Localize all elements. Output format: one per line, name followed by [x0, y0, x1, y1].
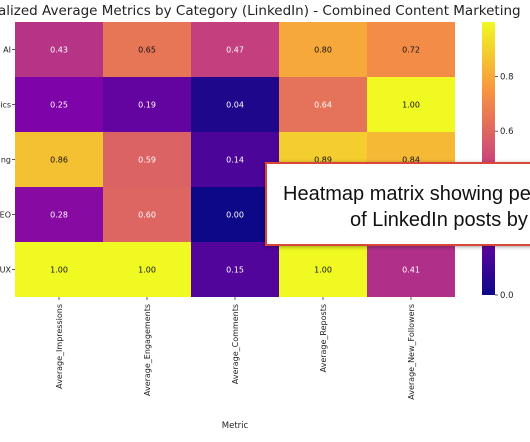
heatmap-cell: [191, 242, 279, 297]
cell-value-label: 0.14: [226, 156, 244, 165]
heatmap-cell: [367, 242, 455, 297]
cell-value-label: 1.00: [138, 266, 156, 275]
x-tick-label: Average_Comments: [231, 304, 240, 384]
colorbar-gradient: [482, 22, 495, 295]
heatmap-cell: [103, 187, 191, 242]
heatmap-cell: [279, 77, 367, 132]
heatmap-cell: [103, 77, 191, 132]
cell-value-label: 0.28: [50, 211, 68, 220]
cell-value-label: 0.00: [226, 211, 244, 220]
x-tick-label: Average_Engagements: [143, 304, 152, 396]
heatmap-cell: [15, 242, 103, 297]
cell-value-label: 1.00: [314, 266, 332, 275]
cell-value-label: 0.86: [50, 156, 68, 165]
cell-value-label: 0.60: [138, 211, 156, 220]
cell-value-label: 0.65: [138, 46, 156, 55]
caption-overlay: Heatmap matrix showing pe of LinkedIn po…: [265, 162, 530, 246]
x-tick-label: Average_Impressions: [55, 304, 64, 389]
y-tick-label: UX: [0, 266, 12, 275]
colorbar-tick-label: 0.0: [500, 291, 514, 301]
colorbar-tick-label: 0.6: [500, 127, 514, 137]
cell-value-label: 1.00: [402, 101, 420, 110]
heatmap-cell: [279, 22, 367, 77]
cell-value-label: 0.19: [138, 101, 156, 110]
chart-title: alized Average Metrics by Category (Link…: [0, 3, 521, 19]
heatmap-cell: [103, 22, 191, 77]
y-tick-label: ics: [0, 101, 11, 110]
cell-value-label: 0.72: [402, 46, 420, 55]
heatmap-cell: [367, 22, 455, 77]
heatmap-cell: [191, 77, 279, 132]
cell-value-label: 0.47: [226, 46, 244, 55]
cell-value-label: 0.15: [226, 266, 244, 275]
heatmap-cell: [191, 132, 279, 187]
cell-value-label: 1.00: [50, 266, 68, 275]
cell-value-label: 0.25: [50, 101, 68, 110]
caption-line-1: Heatmap matrix showing pe: [283, 183, 530, 205]
heatmap-cell: [103, 132, 191, 187]
heatmap-cell: [15, 132, 103, 187]
cell-value-label: 0.89: [314, 156, 332, 165]
heatmap-cell: [15, 77, 103, 132]
x-tick-label: Average_New_Followers: [407, 304, 416, 400]
heatmap-cell: [191, 187, 279, 242]
heatmap-cell: [191, 22, 279, 77]
caption-line-2: of LinkedIn posts by to: [350, 209, 530, 231]
cell-value-label: 0.41: [402, 266, 420, 275]
x-axis-label: Metric: [222, 421, 249, 431]
y-tick-label: EO: [0, 211, 11, 220]
cell-value-label: 0.59: [138, 156, 156, 165]
cell-value-label: 0.84: [402, 156, 420, 165]
cell-value-label: 0.80: [314, 46, 332, 55]
heatmap-cell: [279, 242, 367, 297]
heatmap-cell: [103, 242, 191, 297]
y-tick-label: ng: [1, 156, 11, 165]
colorbar-tick-label: 0.8: [500, 73, 514, 83]
y-tick-label: AI: [3, 46, 11, 55]
heatmap-cell: [367, 77, 455, 132]
cell-value-label: 0.43: [50, 46, 68, 55]
heatmap-cell: [15, 22, 103, 77]
cell-value-label: 0.64: [314, 101, 332, 110]
heatmap-cell: [15, 187, 103, 242]
x-tick-label: Average_Reposts: [319, 304, 328, 372]
cell-value-label: 0.04: [226, 101, 244, 110]
